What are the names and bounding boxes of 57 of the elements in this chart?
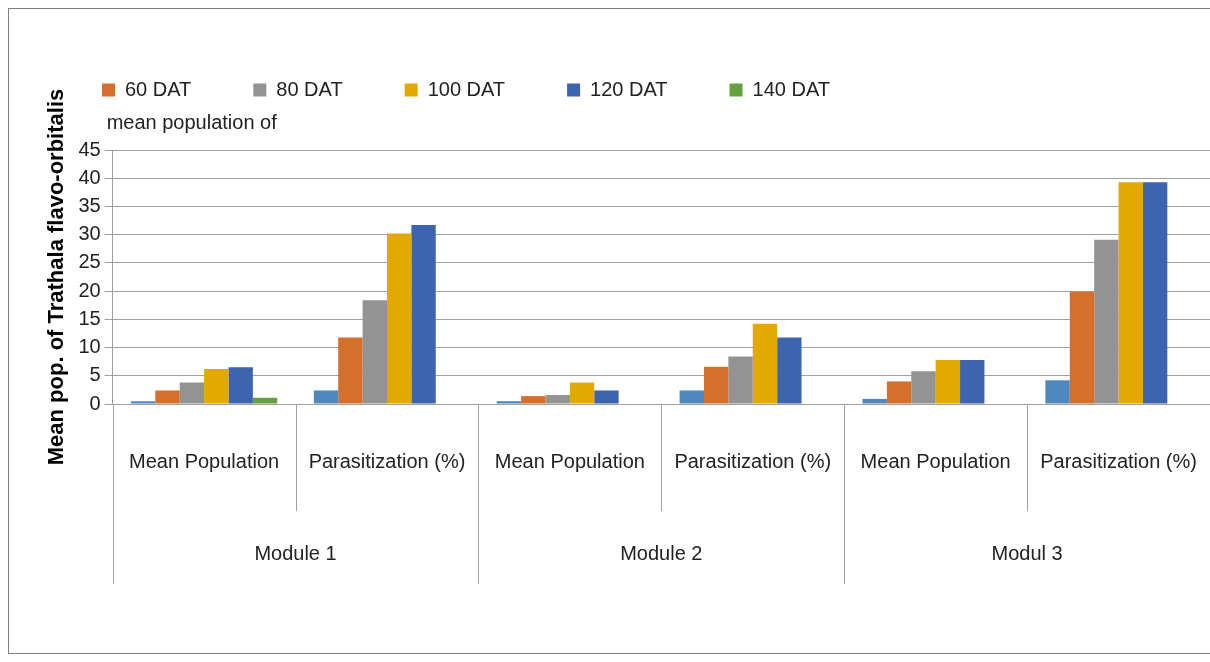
y-tick-label: 20 [78,278,101,301]
x-tick-label: Parasitization (%) [308,449,466,472]
bar [911,371,936,404]
bar [496,401,522,404]
legend-label: 60 DAT [125,77,192,100]
bar [179,382,205,404]
y-tick-label: 15 [78,306,101,329]
legend-label: 100 DAT [427,77,506,100]
bar [204,369,229,404]
bar [1118,182,1143,404]
bar [521,396,546,404]
bar [728,356,753,404]
bar [569,382,595,404]
text: Module 1 [254,541,337,564]
bar [1045,380,1070,404]
legend-label: 80 DAT [276,77,343,100]
y-tick-label: 40 [78,165,101,188]
y-tick-label: 5 [89,363,101,386]
legend-label: 140 DAT [752,77,830,100]
bar [228,367,253,404]
x-tick-label: Parasitization (%) [1040,449,1197,472]
bar [679,390,704,404]
text: mean population of [106,110,278,133]
bar [594,390,619,404]
bar [252,397,278,404]
bar [1142,182,1168,404]
bar [338,337,363,404]
y-tick-label: 10 [78,335,101,358]
bar [752,323,778,404]
bar [704,366,729,404]
x-tick-label: Mean Population [129,449,280,472]
y-tick-label: 30 [78,222,101,245]
x-tick-label: Mean Population [860,449,1011,472]
bar [862,398,887,404]
bar [1069,291,1095,404]
bar [386,233,412,404]
legend-label: 120 DAT [590,77,668,100]
bar [886,381,912,404]
bar [777,337,802,404]
bar [545,394,570,404]
bar [960,359,985,404]
y-axis-title: Mean pop. of Trathala flavo-orbitalis [43,88,69,466]
y-tick-label: 0 [89,391,101,414]
y-tick-label: 35 [78,193,101,216]
bar [362,300,387,404]
text: Module 2 [620,541,703,564]
bar [411,225,436,404]
bar [935,359,961,404]
x-tick-label: Mean Population [494,449,645,472]
y-tick-label: 25 [78,250,101,273]
x-tick-label: Parasitization (%) [674,449,832,472]
y-tick-label: 45 [78,137,101,160]
bar [313,390,339,404]
bar [155,390,180,404]
bar [130,401,156,404]
text: Modul 3 [991,541,1063,564]
bar [1094,239,1119,404]
